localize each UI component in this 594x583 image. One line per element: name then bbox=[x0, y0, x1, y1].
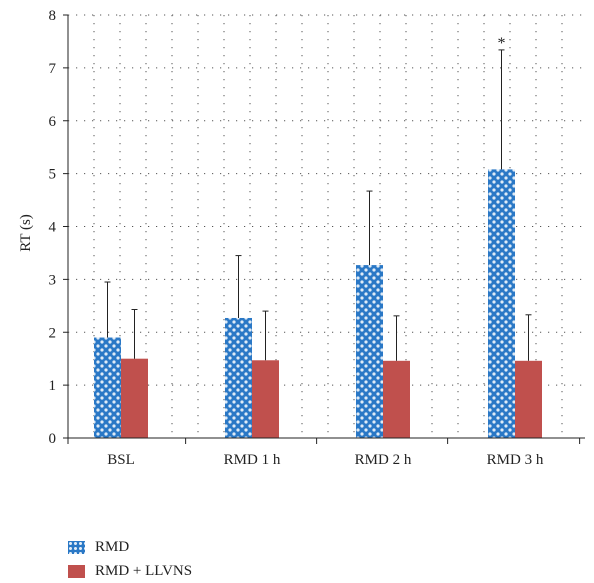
y-tick-label-4: 4 bbox=[49, 220, 57, 236]
legend-item-rmd: RMD bbox=[68, 535, 192, 559]
bar-rmd-rmd-3-h bbox=[488, 169, 515, 438]
x-tick-label-rmd-2-h: RMD 2 h bbox=[355, 452, 412, 468]
x-tick-labels: BSL RMD 1 h RMD 2 h RMD 3 h bbox=[107, 452, 544, 468]
bar-rmd-llvns-rmd-2-h bbox=[383, 360, 410, 438]
annotation-significance: * bbox=[498, 35, 506, 52]
bar-rmd-llvns-bsl bbox=[121, 358, 148, 438]
y-tick-label-1: 1 bbox=[49, 378, 57, 394]
y-tick-labels: 0 1 2 3 4 5 6 7 8 bbox=[49, 8, 57, 447]
legend-label-rmd: RMD bbox=[95, 538, 130, 555]
legend: RMD RMD + LLVNS bbox=[68, 535, 192, 583]
bar-rmd-bsl bbox=[94, 337, 121, 438]
legend-swatch-rmd-llvns bbox=[68, 564, 85, 578]
y-tick-label-0: 0 bbox=[49, 431, 57, 447]
bar-chart: 0 1 2 3 4 5 6 7 8 BSL RMD 1 h RMD 2 h RMD 3 h * RT … bbox=[18, 8, 585, 468]
legend-label-rmd-llvns: RMD + LLVNS bbox=[95, 562, 193, 579]
y-axis-label: RT (s) bbox=[18, 214, 34, 252]
bar-rmd-llvns-rmd-1-h bbox=[252, 360, 279, 438]
bars bbox=[94, 169, 542, 438]
legend-swatch-rmd bbox=[68, 540, 85, 554]
axes bbox=[63, 14, 585, 444]
y-tick-label-8: 8 bbox=[49, 8, 57, 24]
x-tick-label-rmd-1-h: RMD 1 h bbox=[224, 452, 281, 468]
annotations: * bbox=[498, 35, 506, 52]
legend-item-rmd-llvns: RMD + LLVNS bbox=[68, 559, 192, 583]
y-tick-label-7: 7 bbox=[49, 61, 57, 77]
y-tick-label-3: 3 bbox=[49, 272, 57, 288]
bar-rmd-llvns-rmd-3-h bbox=[515, 360, 542, 438]
y-tick-label-6: 6 bbox=[49, 114, 57, 130]
bar-rmd-rmd-1-h bbox=[225, 317, 252, 438]
y-tick-label-5: 5 bbox=[49, 167, 57, 183]
error-bars bbox=[104, 49, 532, 361]
y-tick-label-2: 2 bbox=[49, 325, 57, 341]
bar-rmd-rmd-2-h bbox=[356, 265, 383, 438]
x-tick-label-bsl: BSL bbox=[107, 452, 135, 468]
x-tick-label-rmd-3-h: RMD 3 h bbox=[487, 452, 544, 468]
